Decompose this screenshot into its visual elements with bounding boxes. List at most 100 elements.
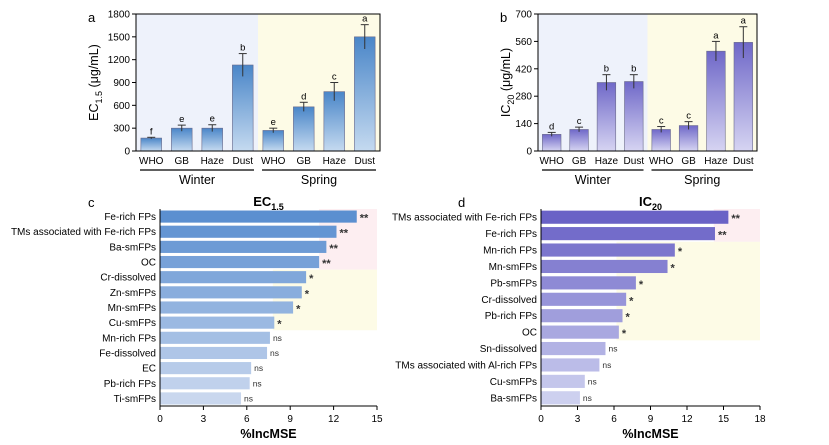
panel-title: IC20: [639, 194, 662, 212]
bar: [651, 129, 671, 152]
significance-letter: c: [686, 111, 691, 122]
x-tick-label: GB: [572, 156, 587, 167]
x-tick-label: WHO: [139, 156, 164, 167]
x-tick-label: 15: [371, 414, 383, 425]
significance-zone: [616, 241, 760, 341]
category-label: Ba-smFPs: [109, 242, 156, 253]
bar: [542, 134, 562, 152]
x-tick-label: GB: [297, 156, 312, 167]
significance-mark: **: [360, 213, 369, 225]
plot-frame: [537, 13, 758, 152]
x-tick-label: 15: [718, 414, 730, 425]
x-tick-label: Haze: [704, 156, 728, 167]
significance-letter: a: [362, 14, 368, 25]
x-tick-label: 12: [681, 414, 693, 425]
importance-bar: [160, 225, 337, 238]
bar: [171, 127, 193, 152]
x-tick-label: Haze: [595, 156, 619, 167]
category-label: Fe-dissolved: [99, 348, 156, 359]
significance-letter: d: [301, 91, 306, 102]
significance-mark: ns: [583, 393, 592, 403]
category-label: TMs associated with Fe-rich FPs: [392, 213, 537, 224]
bar: [232, 64, 254, 152]
group-label: Winter: [179, 173, 215, 187]
significance-letter: b: [240, 43, 245, 54]
x-tick-label: Haze: [323, 156, 347, 167]
significance-letter: c: [659, 116, 664, 127]
category-label: Pb-rich FPs: [104, 379, 156, 390]
x-tick-label: 12: [328, 414, 340, 425]
bar: [733, 42, 753, 152]
significance-mark: *: [296, 304, 301, 316]
significance-mark: *: [277, 319, 282, 331]
panel-letter: a: [88, 10, 96, 25]
significance-mark: ns: [608, 344, 617, 354]
y-tick-label: 0: [526, 147, 532, 158]
significance-letter: e: [271, 117, 276, 128]
category-label: TMs associated with Fe-rich FPs: [11, 227, 156, 238]
bar: [624, 81, 644, 152]
y-tick-label: 1200: [108, 55, 131, 66]
significance-letter: c: [332, 72, 337, 83]
x-tick-label: Dust: [354, 156, 375, 167]
significance-letter: d: [549, 121, 554, 132]
y-tick-label: 560: [515, 37, 532, 48]
significance-letter: c: [577, 116, 582, 127]
bar: [569, 129, 589, 152]
importance-bar: [541, 374, 585, 388]
category-label: Cu-smFPs: [109, 318, 156, 329]
importance-bar: [160, 316, 275, 329]
category-label: Fe-rich FPs: [485, 229, 537, 240]
significance-mark: *: [639, 279, 644, 291]
category-label: Ti-smFPs: [114, 394, 156, 405]
importance-bar: [541, 309, 623, 323]
y-tick-label: 280: [515, 92, 532, 103]
bar: [262, 130, 284, 152]
y-tick-label: 140: [515, 119, 532, 130]
y-tick-label: 0: [124, 147, 130, 158]
importance-bar: [160, 271, 307, 284]
significance-letter: e: [210, 114, 215, 125]
significance-letter: b: [604, 64, 609, 75]
importance-bar: [541, 358, 600, 372]
importance-bar: [160, 240, 327, 253]
y-tick-label: 900: [113, 78, 130, 89]
y-tick-label: 1800: [108, 10, 131, 21]
importance-bar: [160, 331, 270, 344]
significance-letter: f: [150, 126, 153, 137]
category-label: OC: [522, 328, 537, 339]
x-tick-label: 0: [157, 414, 163, 425]
plot-frame: [135, 13, 381, 152]
importance-bar: [541, 227, 715, 241]
category-label: Cu-smFPs: [490, 377, 537, 388]
y-tick-label: 420: [515, 64, 532, 75]
category-label: Pb-rich FPs: [485, 311, 537, 322]
x-tick-label: Haze: [201, 156, 225, 167]
importance-bar: [541, 276, 636, 290]
significance-letter: b: [631, 64, 636, 75]
significance-mark: *: [305, 288, 310, 300]
category-label: Sn-dissolved: [480, 344, 537, 355]
importance-bar: [541, 341, 606, 356]
significance-mark: **: [329, 243, 338, 255]
group-label: Spring: [301, 173, 337, 187]
importance-bar: [541, 292, 627, 306]
group-label: Winter: [575, 173, 611, 187]
panel-letter: d: [458, 195, 465, 210]
significance-mark: ns: [273, 333, 282, 343]
significance-mark: *: [678, 246, 683, 258]
importance-bar: [160, 210, 357, 223]
category-label: Mn-smFPs: [108, 303, 156, 314]
x-tick-label: WHO: [539, 156, 564, 167]
significance-mark: *: [671, 262, 676, 274]
y-tick-label: 700: [515, 10, 532, 21]
group-label: Spring: [684, 173, 720, 187]
significance-mark: **: [339, 228, 348, 240]
x-tick-label: 3: [201, 414, 207, 425]
panel-letter: c: [88, 195, 95, 210]
significance-mark: *: [629, 295, 634, 307]
importance-bar: [160, 346, 268, 360]
significance-mark: ns: [244, 393, 253, 403]
bar: [140, 137, 162, 152]
